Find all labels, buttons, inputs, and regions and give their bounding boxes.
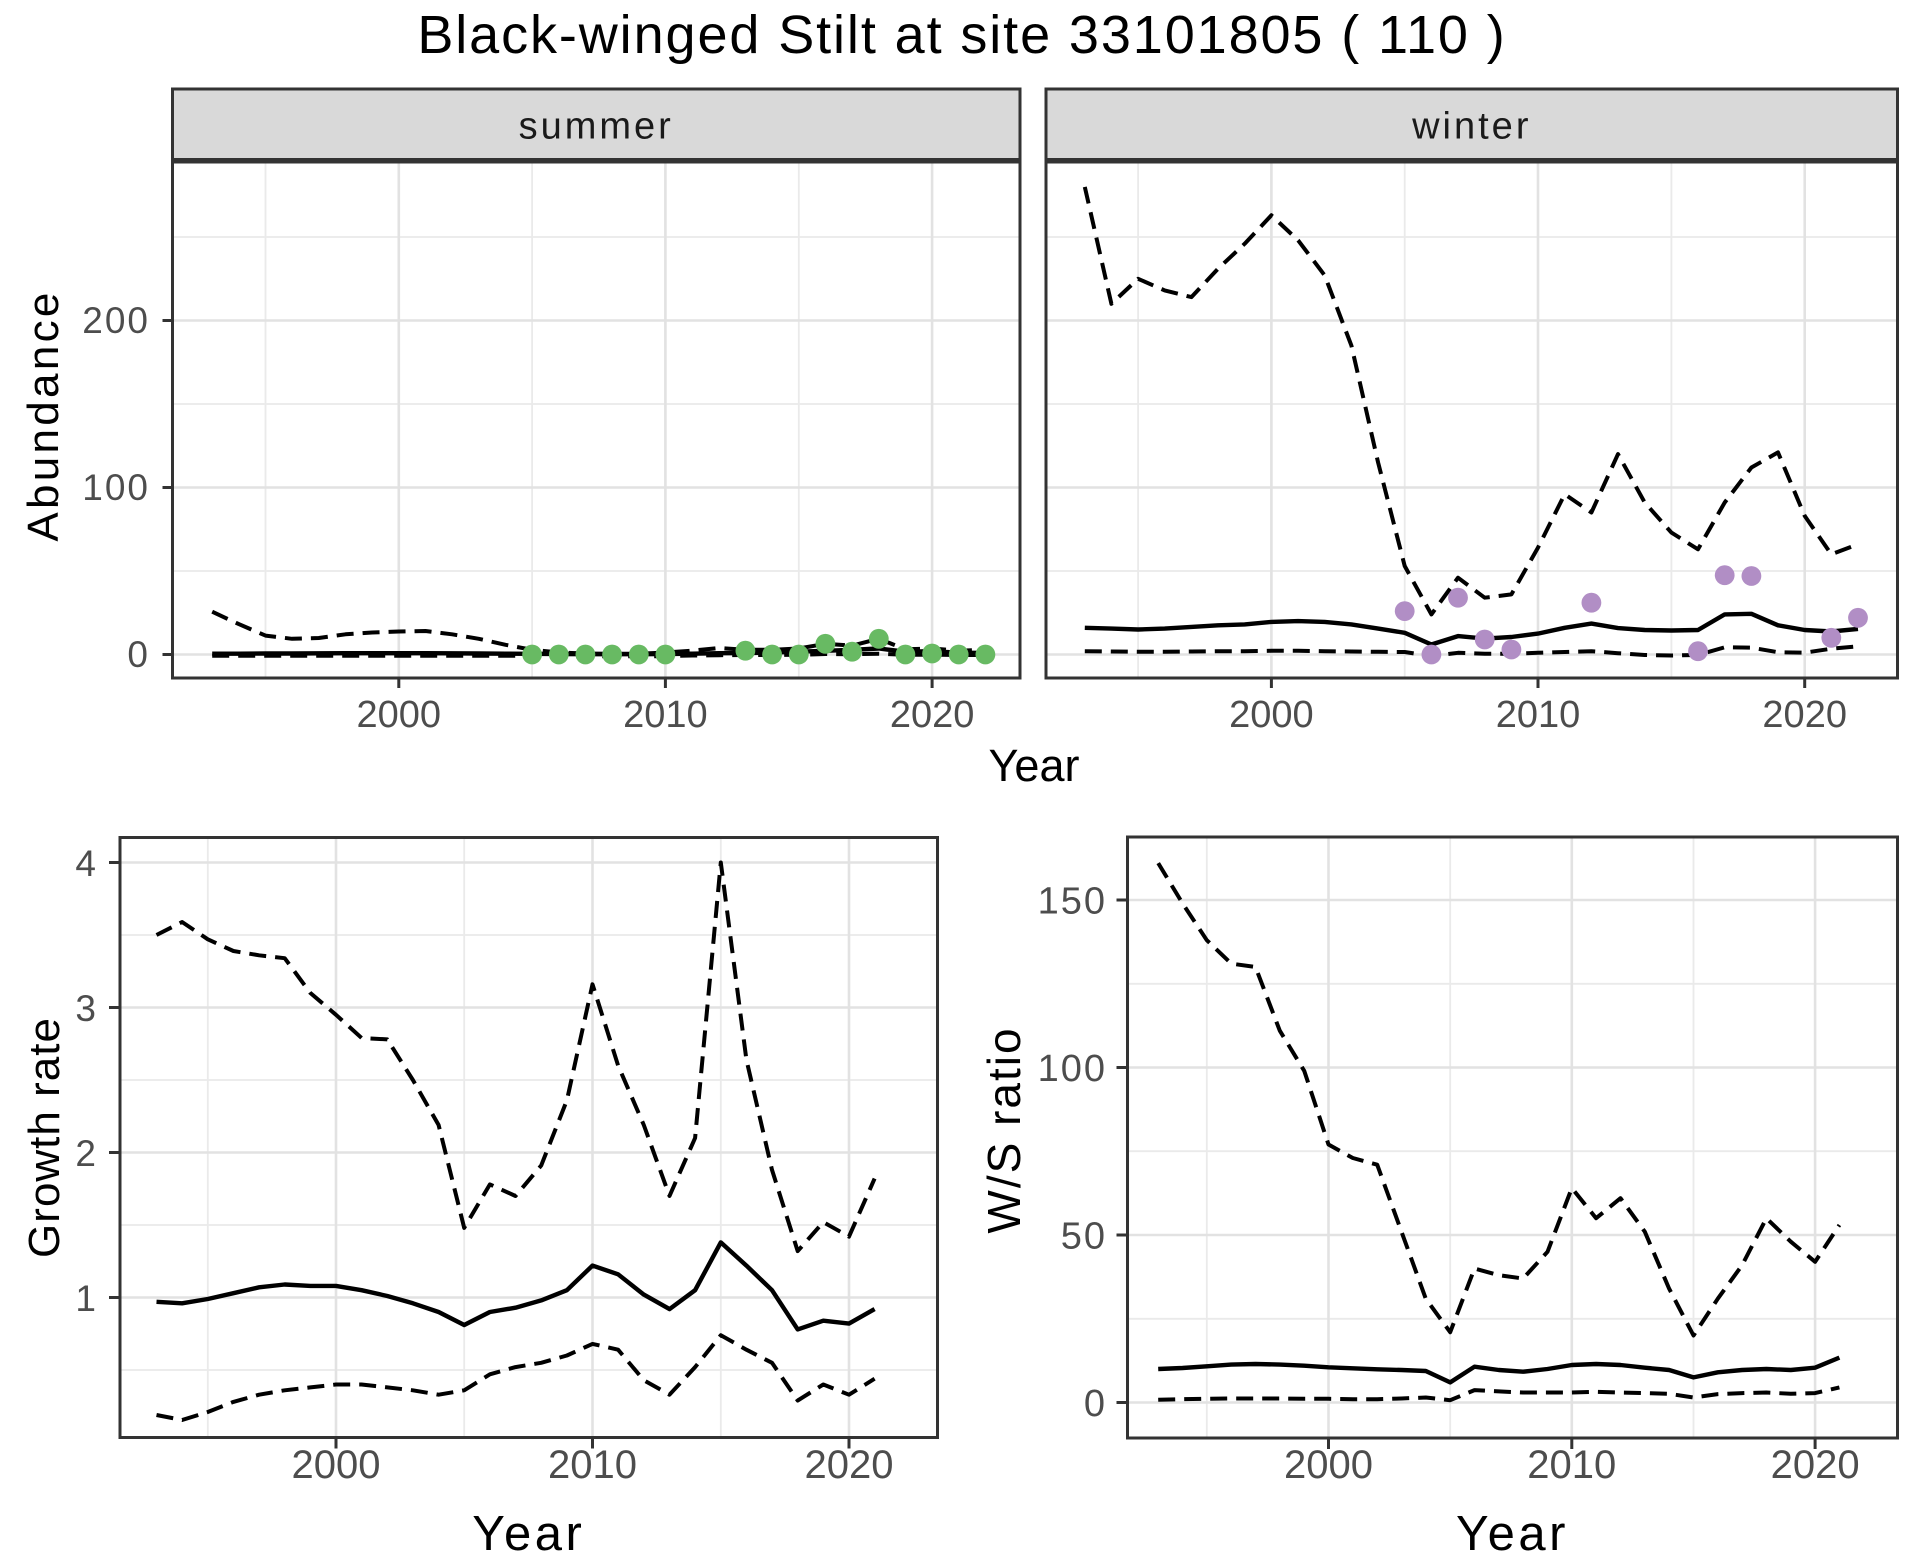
svg-text:2: 2 (75, 1133, 96, 1174)
svg-text:50: 50 (1061, 1216, 1107, 1258)
svg-text:150: 150 (1038, 881, 1107, 923)
svg-text:2020: 2020 (805, 1443, 894, 1487)
svg-text:2000: 2000 (1284, 1443, 1373, 1487)
svg-text:100: 100 (82, 467, 150, 508)
svg-text:W/S ratio: W/S ratio (978, 1026, 1030, 1233)
svg-text:Abundance: Abundance (19, 289, 68, 541)
svg-text:Year: Year (1456, 1507, 1569, 1560)
svg-text:summer: summer (519, 106, 674, 148)
svg-text:2020: 2020 (1771, 1443, 1860, 1487)
svg-text:2020: 2020 (890, 694, 975, 736)
svg-text:3: 3 (75, 988, 96, 1029)
svg-text:2000: 2000 (292, 1443, 381, 1487)
svg-text:Growth rate: Growth rate (20, 1017, 69, 1258)
svg-text:winter: winter (1411, 106, 1531, 148)
svg-text:2010: 2010 (1496, 694, 1581, 736)
svg-text:2010: 2010 (623, 694, 708, 736)
svg-text:0: 0 (1084, 1383, 1107, 1425)
svg-text:2010: 2010 (548, 1443, 637, 1487)
svg-text:4: 4 (75, 843, 96, 884)
svg-text:2000: 2000 (1229, 694, 1314, 736)
svg-text:1: 1 (75, 1278, 96, 1319)
svg-text:2020: 2020 (1762, 694, 1847, 736)
svg-text:2000: 2000 (357, 694, 442, 736)
svg-text:2010: 2010 (1527, 1443, 1616, 1487)
svg-text:Year: Year (472, 1507, 585, 1560)
svg-text:0: 0 (127, 634, 150, 675)
svg-text:Black-winged Stilt at site 331: Black-winged Stilt at site 33101805 ( 11… (417, 5, 1506, 65)
svg-text:Year: Year (989, 740, 1080, 791)
svg-text:200: 200 (82, 300, 150, 341)
svg-text:100: 100 (1038, 1048, 1107, 1090)
